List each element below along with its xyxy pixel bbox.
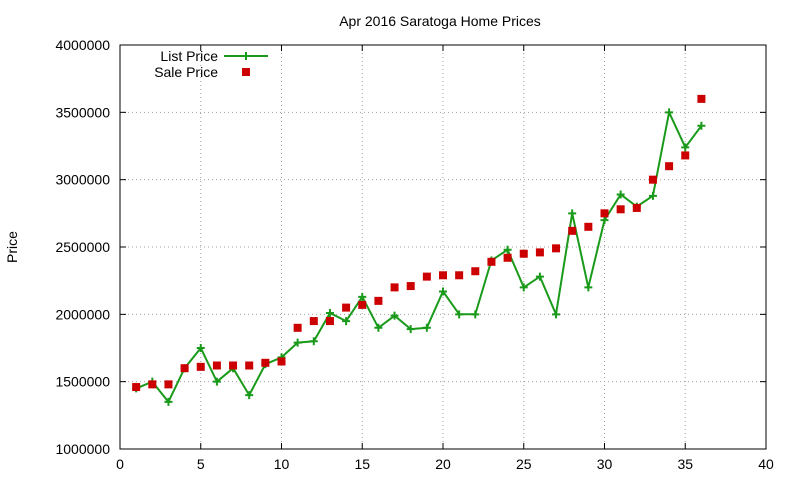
list-price-point (471, 310, 480, 319)
sale-price-point (665, 162, 674, 171)
list-price-point (390, 311, 399, 320)
grid-lines (120, 45, 766, 449)
list-price-point (212, 377, 221, 386)
list-price-point (665, 108, 674, 117)
list-price-point (325, 308, 334, 317)
sale-price-point (277, 357, 286, 366)
sale-price-point (229, 361, 238, 370)
sale-price-point (212, 361, 221, 370)
list-price-point (374, 323, 383, 332)
sale-price-point (600, 209, 609, 218)
list-price-point (309, 337, 318, 346)
sale-price-point (487, 257, 496, 266)
x-tick-label: 0 (116, 456, 124, 472)
axis-tick-labels: 0 5 10 15 20 25 30 35 40 1000000 1500000 2000000 250… (55, 37, 774, 472)
list-price-point (552, 310, 561, 319)
x-tick-label: 15 (354, 456, 370, 472)
x-tick-label: 35 (677, 456, 693, 472)
x-tick-label: 10 (274, 456, 290, 472)
y-tick-label: 1500000 (55, 374, 110, 390)
sale-price-point (422, 272, 431, 281)
legend-label-list-price: List Price (160, 48, 218, 64)
sale-price-point (519, 249, 528, 258)
sale-price-point (342, 303, 351, 312)
legend-marker-list-price (242, 52, 250, 60)
list-price-point (616, 190, 625, 199)
sale-price-point (648, 175, 657, 184)
sale-price-point (261, 358, 270, 367)
list-price-point (439, 287, 447, 296)
y-tick-label: 2500000 (55, 239, 110, 255)
list-price-point (697, 121, 706, 130)
sale-price-point (309, 317, 318, 326)
x-tick-label: 40 (758, 456, 774, 472)
list-price-point (245, 391, 254, 400)
sale-price-point (632, 203, 641, 212)
list-price-point (519, 283, 528, 292)
list-price-point (535, 272, 544, 281)
x-tick-label: 5 (197, 456, 205, 472)
sale-price-point (471, 267, 480, 276)
chart-title: Apr 2016 Saratoga Home Prices (339, 13, 541, 29)
data-series (132, 94, 706, 406)
sale-price-point (552, 244, 561, 253)
legend-label-sale-price: Sale Price (154, 64, 218, 80)
sale-price-point (390, 283, 399, 292)
list-price-point (196, 344, 205, 352)
list-price-point (164, 397, 173, 406)
y-axis-label: Price (4, 231, 20, 263)
sale-price-point (196, 362, 205, 371)
sale-price-point (358, 300, 367, 309)
sale-price-point (584, 222, 593, 231)
list-price-point (358, 292, 367, 301)
list-price-point (584, 283, 593, 292)
sale-price-point (164, 380, 173, 389)
sale-price-point (697, 94, 706, 103)
sale-price-point (148, 380, 157, 389)
sale-price-point (568, 226, 577, 235)
legend-marker-sale-price (242, 68, 250, 76)
sale-price-point (293, 323, 302, 332)
y-tick-label: 1000000 (55, 441, 110, 457)
y-tick-label: 2000000 (55, 306, 110, 322)
axis-ticks (119, 44, 767, 450)
list-price-point (503, 245, 512, 254)
y-tick-label: 4000000 (55, 37, 110, 53)
list-price-point (342, 317, 351, 326)
sale-price-point (132, 383, 141, 392)
y-tick-label: 3500000 (55, 104, 110, 120)
sale-price-point (325, 317, 334, 326)
x-tick-label: 20 (435, 456, 451, 472)
list-price-point (406, 325, 415, 334)
sale-price-point (681, 151, 690, 160)
x-tick-label: 30 (597, 456, 613, 472)
list-price-point (422, 323, 431, 332)
y-tick-label: 3000000 (55, 172, 110, 188)
sale-price-point (374, 296, 383, 305)
sale-price-point (245, 361, 254, 370)
sale-price-point (180, 364, 189, 373)
sale-price-point (406, 282, 415, 291)
sale-price-point (503, 253, 512, 262)
list-price-point (600, 216, 609, 225)
x-tick-label: 25 (516, 456, 532, 472)
list-price-point (648, 191, 657, 200)
legend: List Price Sale Price (154, 48, 268, 80)
sale-price-point (455, 271, 464, 280)
sale-price-point (439, 271, 447, 280)
list-price-point (681, 143, 690, 152)
list-price-point (455, 310, 464, 319)
list-price-point (293, 338, 302, 347)
list-price-point (568, 209, 577, 218)
sale-price-point (616, 205, 625, 214)
sale-price-point (535, 248, 544, 257)
